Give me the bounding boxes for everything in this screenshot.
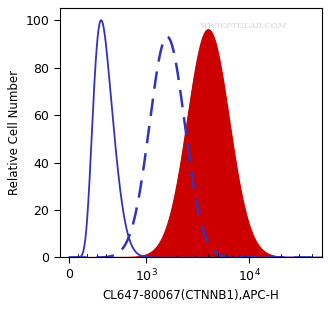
- Text: WWW.PTGLAB.COM: WWW.PTGLAB.COM: [199, 22, 287, 30]
- Y-axis label: Relative Cell Number: Relative Cell Number: [8, 70, 21, 196]
- X-axis label: CL647-80067(CTNNB1),APC-H: CL647-80067(CTNNB1),APC-H: [102, 289, 279, 302]
